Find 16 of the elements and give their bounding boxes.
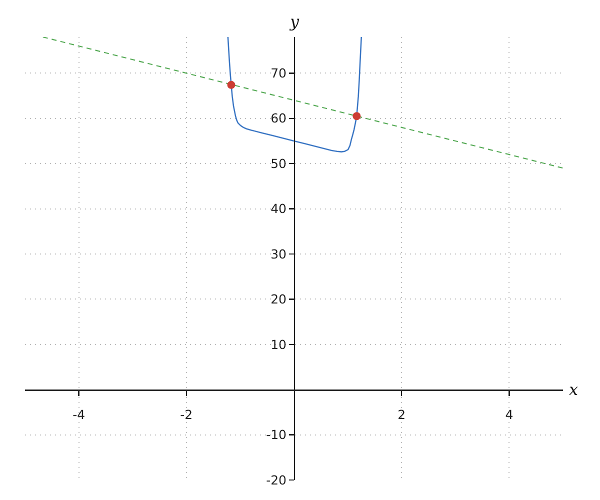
x-tick-label: -2 [180,406,193,422]
y-tick-label: 70 [270,66,287,81]
line-series [227,37,362,152]
y-tick-label: 30 [270,246,287,262]
y-tick-label: 60 [270,110,287,126]
y-axis-title: y [289,12,300,31]
x-tick-label: -4 [72,406,86,422]
y-tick-label: -20 [266,472,287,488]
y-tick-label: 50 [270,156,287,171]
x-tick-label: 2 [398,406,406,422]
x-tick-label: 4 [505,406,514,422]
y-tick-label: 20 [270,292,287,307]
y-tick-label: 10 [270,336,287,352]
y-tick-label: 40 [270,201,287,216]
y-tick-label: -10 [266,427,287,442]
x-axis-title: x [569,380,578,399]
